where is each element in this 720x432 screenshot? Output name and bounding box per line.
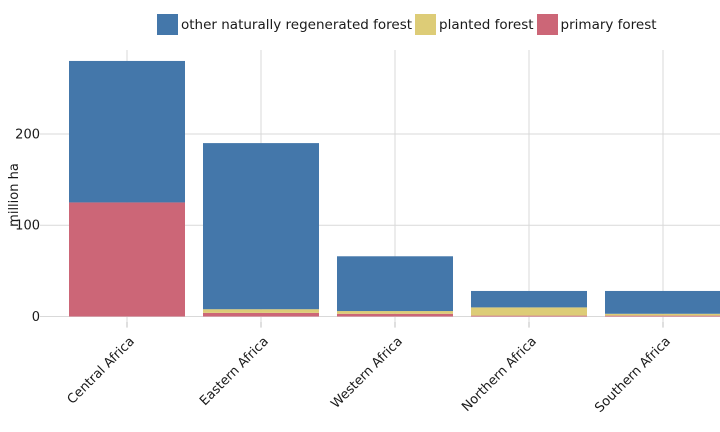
x-tick-label: Western Africa: [328, 334, 405, 411]
legend-label: planted forest: [439, 16, 534, 33]
legend-item: other naturally regenerated forest: [157, 14, 412, 35]
x-tick-label: Southern Africa: [592, 334, 674, 416]
bar-planted-forest-southern-africa: [605, 313, 720, 316]
y-axis-title: million ha: [7, 163, 22, 227]
x-tick-label: Eastern Africa: [197, 334, 272, 409]
legend-label: other naturally regenerated forest: [181, 16, 413, 33]
bar-other-naturally-regenerated-forest-eastern-africa: [203, 143, 319, 310]
legend-swatch: [157, 14, 178, 35]
bar-other-naturally-regenerated-forest-northern-africa: [471, 290, 587, 308]
legend-label: primary forest: [560, 16, 657, 33]
legend-swatch: [415, 14, 437, 35]
bar-other-naturally-regenerated-forest-southern-africa: [605, 290, 720, 314]
y-tick-label: 200: [15, 127, 40, 142]
y-tick-label: 0: [32, 310, 40, 325]
bar-primary-forest-northern-africa: [471, 315, 587, 317]
bar-planted-forest-northern-africa: [471, 307, 587, 316]
bar-primary-forest-western-africa: [337, 313, 453, 317]
bar-other-naturally-regenerated-forest-western-africa: [337, 256, 453, 312]
x-tick-label: Central Africa: [65, 334, 138, 407]
bar-primary-forest-central-africa: [69, 202, 185, 317]
bar-primary-forest-southern-africa: [605, 315, 720, 317]
legend-item: primary forest: [536, 14, 657, 35]
legend-swatch: [536, 14, 558, 35]
legend: other naturally regenerated forest plante…: [157, 14, 660, 35]
bar-primary-forest-eastern-africa: [203, 312, 319, 317]
x-tick-label: Northern Africa: [459, 334, 540, 415]
bar-planted-forest-western-africa: [337, 311, 453, 314]
bar-other-naturally-regenerated-forest-central-africa: [69, 60, 185, 203]
bar-planted-forest-eastern-africa: [203, 309, 319, 313]
y-tick-label: 100: [15, 219, 40, 234]
legend-item: planted forest: [415, 14, 534, 35]
